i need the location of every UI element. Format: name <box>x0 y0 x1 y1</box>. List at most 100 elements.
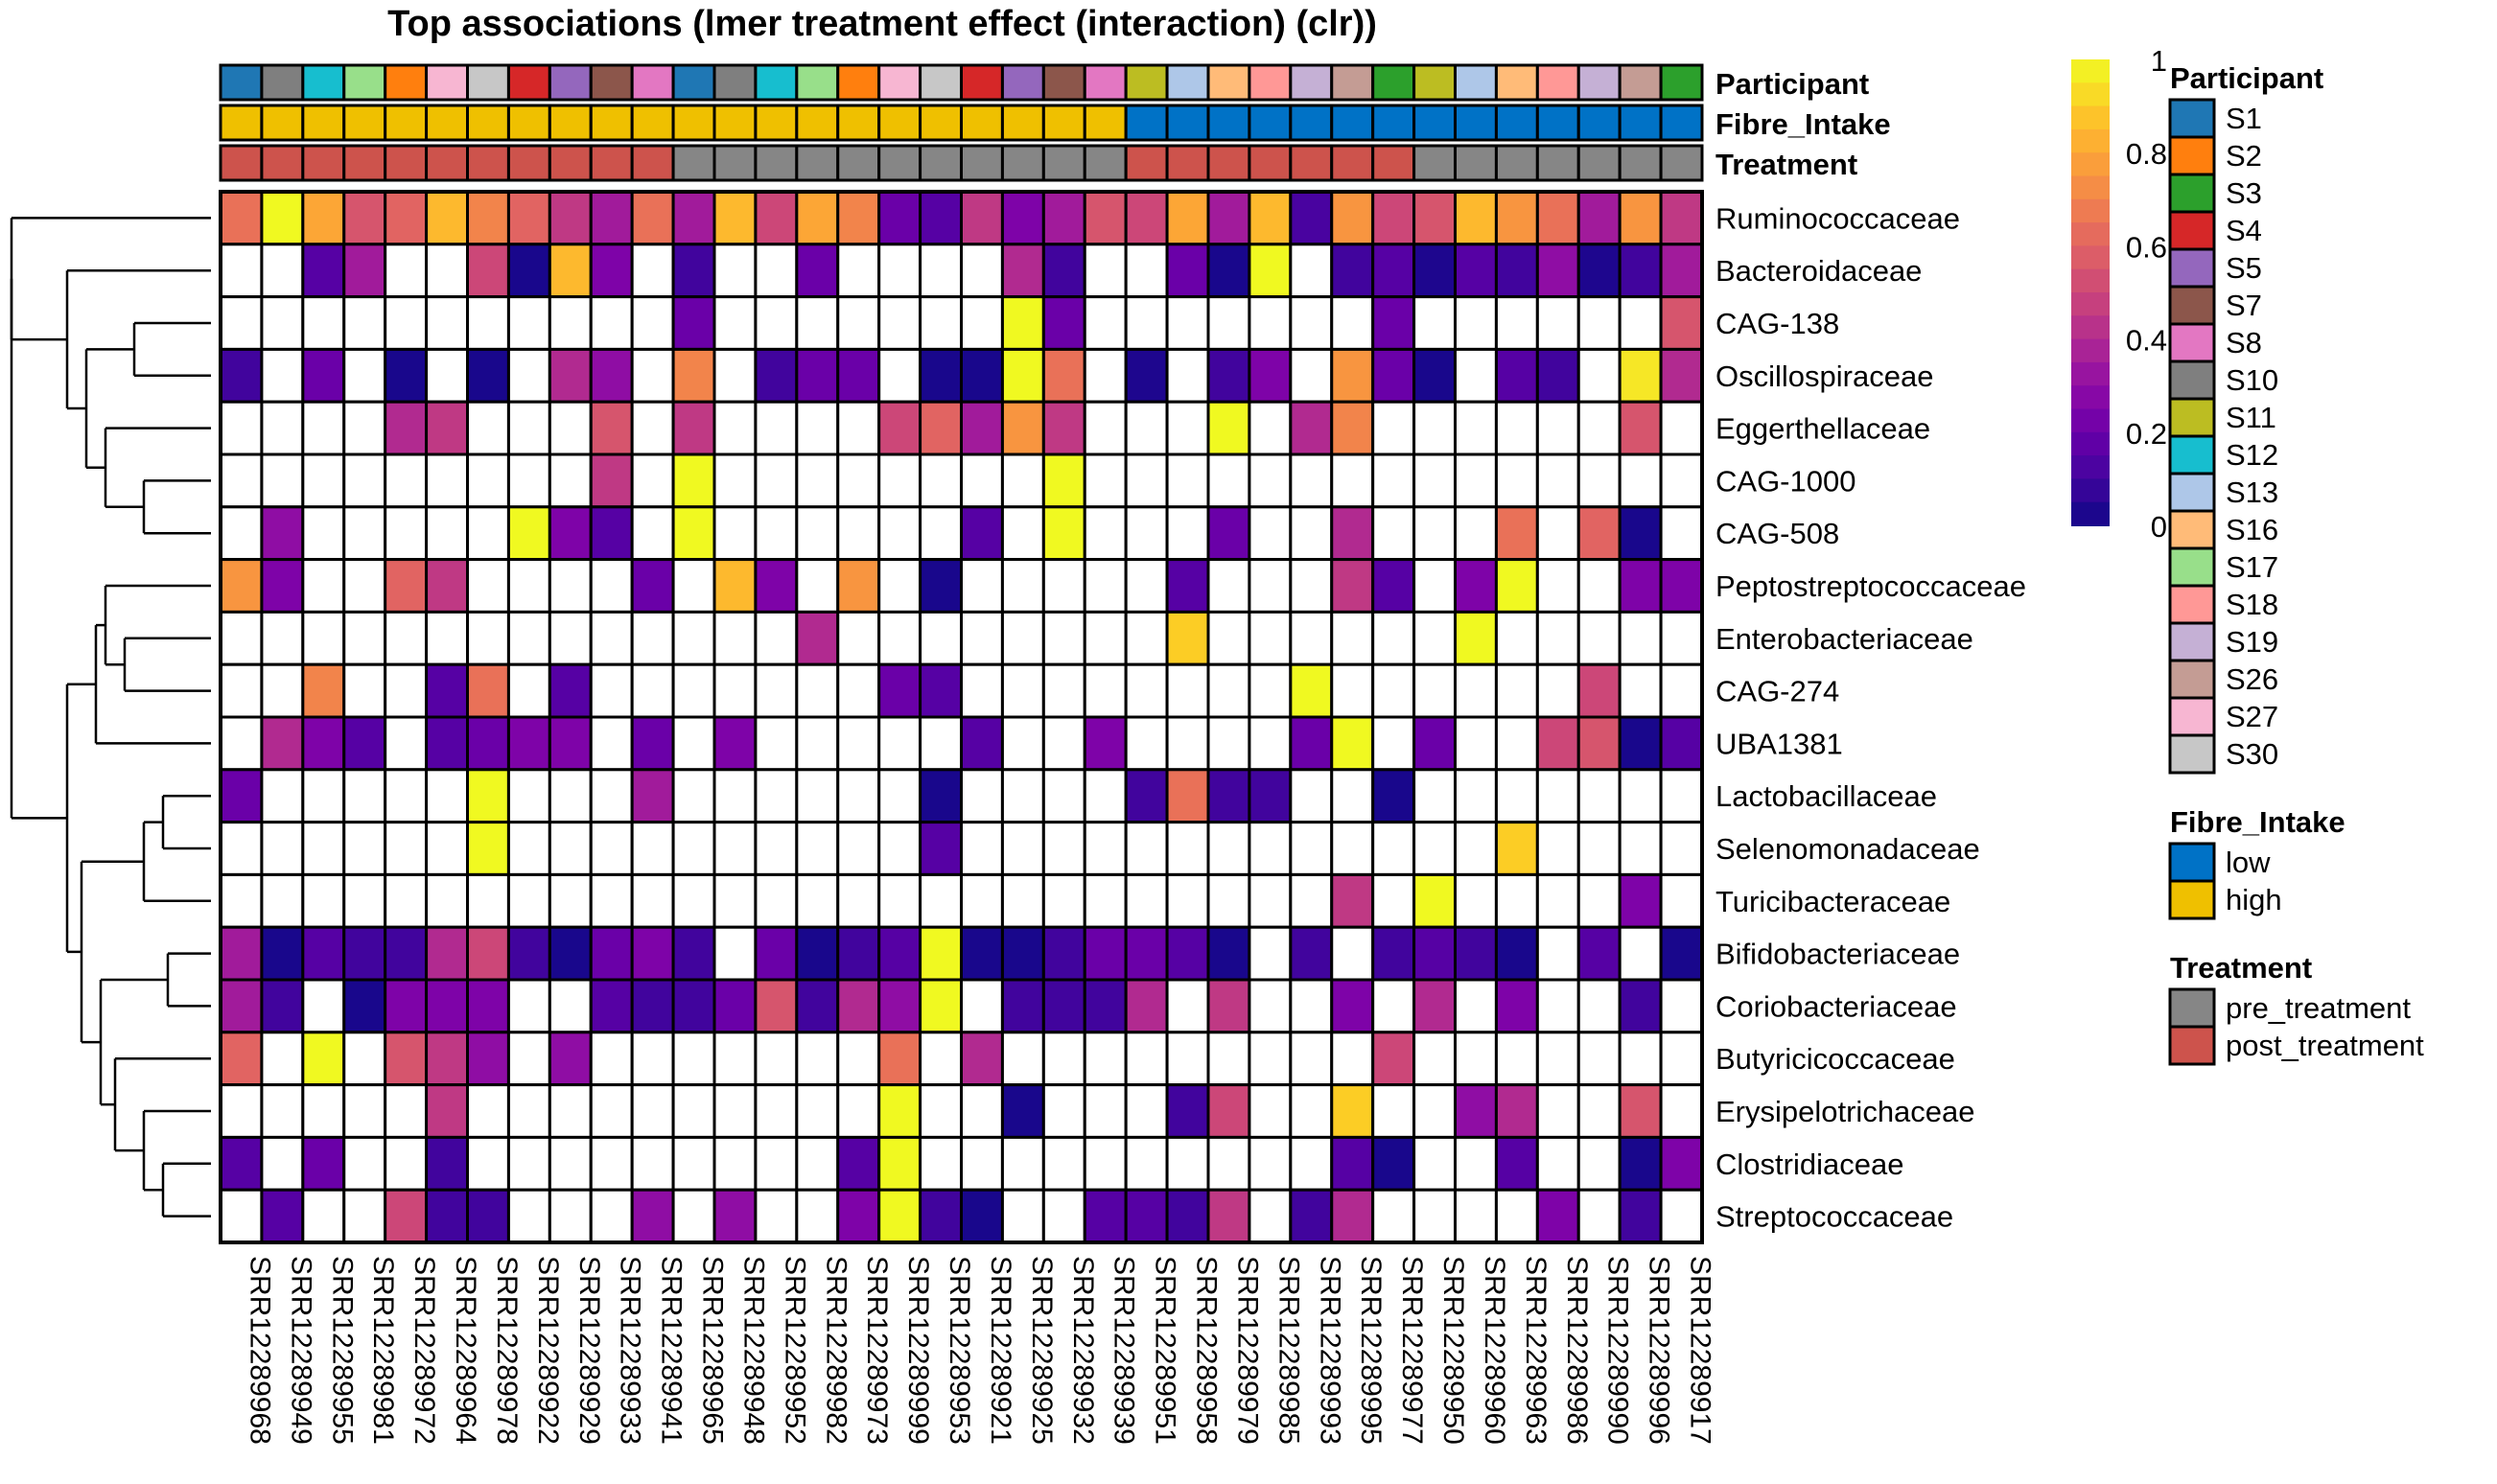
annotation-cell-fibre-intake <box>466 104 510 142</box>
heatmap-cell <box>466 872 510 929</box>
annotation-cell-treatment <box>219 144 264 182</box>
heatmap-cell <box>1041 243 1086 299</box>
heatmap-cell <box>754 1135 799 1192</box>
heatmap-cell <box>1618 925 1663 982</box>
annotation-cell-participant <box>1206 63 1251 102</box>
heatmap-cell <box>1206 558 1251 614</box>
legend-swatch <box>2168 285 2216 326</box>
heatmap-cell <box>795 662 840 719</box>
color-scale-swatch <box>2071 198 2110 224</box>
legend-label: low <box>2226 846 2271 879</box>
column-label: SRR12289978 <box>491 1256 523 1445</box>
annotation-cell-participant <box>384 63 429 102</box>
heatmap-cell <box>1041 1031 1086 1087</box>
heatmap-cell <box>836 190 881 246</box>
heatmap-cell <box>1083 610 1128 666</box>
heatmap-cell <box>1041 821 1086 876</box>
column-label: SRR12289999 <box>902 1256 934 1445</box>
column-label: SRR12289925 <box>1026 1256 1058 1445</box>
heatmap-cell <box>1206 505 1251 562</box>
annotation-cell-participant <box>1083 63 1128 102</box>
heatmap-cell <box>1041 1083 1086 1139</box>
heatmap-cell <box>1000 400 1045 456</box>
heatmap-cell <box>219 347 264 404</box>
heatmap-cell <box>1576 821 1622 876</box>
heatmap-cell <box>671 190 716 246</box>
heatmap-cell <box>1289 768 1334 824</box>
heatmap-cell <box>548 715 593 772</box>
annotation-cell-treatment <box>712 144 758 182</box>
heatmap-cell <box>754 768 799 824</box>
heatmap-cell <box>548 925 593 982</box>
heatmap-cell <box>1535 925 1580 982</box>
annotation-cell-participant <box>754 63 799 102</box>
heatmap-cell <box>795 768 840 824</box>
heatmap-cell <box>548 1188 593 1244</box>
row-label: Clostridiaceae <box>1715 1148 1903 1181</box>
heatmap-cell <box>1165 821 1210 876</box>
annotation-cell-fibre-intake <box>384 104 429 142</box>
heatmap-cell <box>836 978 881 1034</box>
heatmap-cell <box>630 872 675 929</box>
annotation-cell-participant <box>1535 63 1580 102</box>
heatmap-cell <box>836 1083 881 1139</box>
heatmap-cell <box>384 347 429 404</box>
heatmap-cell <box>384 978 429 1034</box>
annotation-cell-fibre-intake <box>1659 104 1704 142</box>
heatmap-cell <box>589 558 634 614</box>
heatmap-cell <box>1371 190 1416 246</box>
heatmap-cell <box>589 925 634 982</box>
heatmap-cell <box>425 1188 470 1244</box>
heatmap-cell <box>1124 610 1169 666</box>
heatmap-cell <box>836 610 881 666</box>
annotation-cell-participant <box>1165 63 1210 102</box>
annotation-cell-participant <box>506 63 551 102</box>
legend-label: S8 <box>2226 326 2262 359</box>
heatmap-cell <box>1289 452 1334 509</box>
heatmap-cell <box>1371 452 1416 509</box>
annotation-cell-participant <box>1248 63 1293 102</box>
heatmap-cell <box>1206 1083 1251 1139</box>
heatmap-cell <box>548 872 593 929</box>
heatmap-cell <box>425 400 470 456</box>
heatmap-cell <box>1124 505 1169 562</box>
heatmap-cell <box>630 347 675 404</box>
heatmap-cell <box>219 610 264 666</box>
heatmap-cell <box>1124 662 1169 719</box>
heatmap-cell <box>425 1031 470 1087</box>
heatmap-cell <box>466 610 510 666</box>
heatmap-cell <box>630 925 675 982</box>
heatmap-cell <box>960 243 1004 299</box>
heatmap-cell <box>301 821 346 876</box>
heatmap-cell <box>1494 558 1539 614</box>
heatmap-cell <box>1083 925 1128 982</box>
heatmap-cell <box>1412 558 1458 614</box>
heatmap-cell <box>1576 1188 1622 1244</box>
heatmap-cell <box>836 505 881 562</box>
heatmap-cell <box>960 1083 1004 1139</box>
annotation-cell-treatment <box>1041 144 1086 182</box>
column-label: SRR12289953 <box>944 1256 975 1445</box>
heatmap-cell <box>1206 715 1251 772</box>
heatmap-cell <box>1494 295 1539 351</box>
annotation-cell-participant <box>1330 63 1375 102</box>
heatmap-cell <box>712 190 758 246</box>
heatmap-cell <box>877 872 922 929</box>
heatmap-cell <box>1494 715 1539 772</box>
heatmap-cell <box>425 662 470 719</box>
heatmap-cell <box>1371 1031 1416 1087</box>
heatmap-cell <box>1289 1135 1334 1192</box>
heatmap-cell <box>1576 505 1622 562</box>
annotation-cell-participant <box>548 63 593 102</box>
heatmap-cell <box>1535 243 1580 299</box>
heatmap-cell <box>342 715 387 772</box>
heatmap-cell <box>1165 715 1210 772</box>
annotation-label-fibre-intake: Fibre_Intake <box>1715 107 1891 141</box>
heatmap-cell <box>836 452 881 509</box>
column-label: SRR12289972 <box>408 1256 440 1445</box>
heatmap-cell <box>1083 715 1128 772</box>
annotation-cell-fibre-intake <box>1124 104 1169 142</box>
heatmap-cell <box>1330 452 1375 509</box>
heatmap-cell <box>1454 610 1498 666</box>
heatmap-cell <box>466 1031 510 1087</box>
